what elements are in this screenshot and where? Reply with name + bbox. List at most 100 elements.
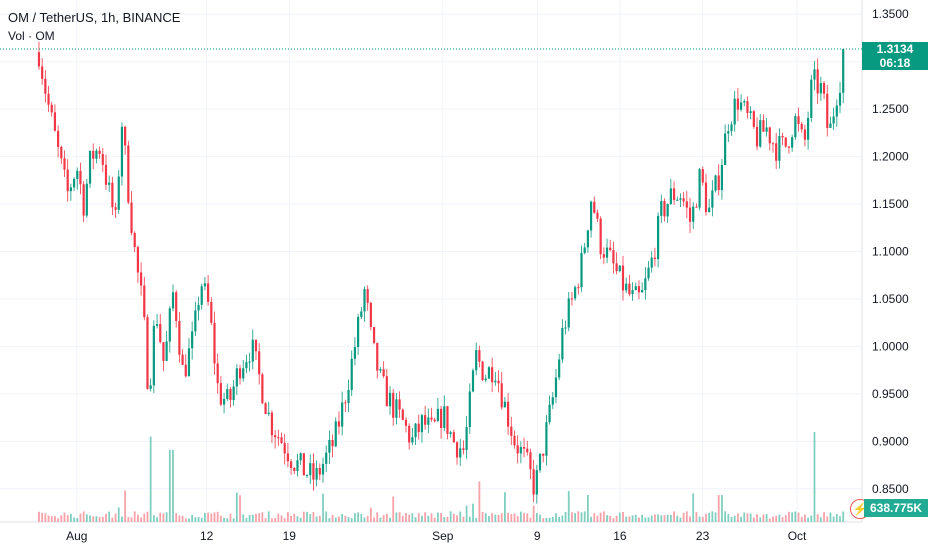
volume-bar bbox=[449, 511, 452, 522]
candle-body bbox=[382, 369, 385, 377]
x-tick-label: Oct bbox=[788, 529, 807, 543]
candle-body bbox=[143, 285, 146, 318]
volume-bar bbox=[823, 512, 825, 522]
volume-bar bbox=[114, 513, 117, 522]
volume-bar bbox=[752, 517, 755, 522]
candle-body bbox=[398, 399, 401, 410]
volume-bar bbox=[264, 518, 267, 522]
volume-bar bbox=[92, 516, 95, 522]
volume-bar bbox=[663, 515, 666, 522]
volume-bar bbox=[615, 515, 618, 522]
candle-body bbox=[487, 367, 491, 379]
volume-bar bbox=[427, 515, 430, 522]
volume-bar bbox=[172, 450, 174, 522]
volume-bar bbox=[545, 517, 548, 522]
candle-body bbox=[465, 427, 468, 450]
candle-body bbox=[232, 386, 235, 400]
candle-body bbox=[79, 170, 82, 185]
candle-body bbox=[835, 105, 838, 117]
candle-body bbox=[644, 278, 647, 291]
volume-bar bbox=[810, 515, 813, 522]
volume-bar bbox=[69, 513, 72, 522]
candle-body bbox=[701, 169, 704, 183]
volume-bar bbox=[788, 511, 790, 522]
volume-bar bbox=[647, 517, 650, 522]
volume-bar bbox=[440, 513, 442, 522]
candle-body bbox=[366, 289, 369, 303]
volume-bar bbox=[778, 514, 781, 522]
candle-body bbox=[149, 385, 152, 389]
candle-body bbox=[318, 468, 321, 475]
volume-bar bbox=[95, 516, 98, 522]
candle-body bbox=[500, 383, 503, 408]
volume-bar bbox=[408, 514, 411, 522]
volume-bar bbox=[733, 515, 736, 522]
volume-bar bbox=[599, 512, 602, 522]
candle-body bbox=[293, 467, 296, 471]
candle-body bbox=[283, 443, 286, 454]
volume-bar bbox=[331, 514, 334, 522]
candle-body bbox=[436, 408, 439, 422]
candle-body bbox=[666, 204, 669, 217]
candle-body bbox=[672, 188, 676, 201]
candle-body bbox=[679, 198, 682, 200]
last-volume-label: 638.775K bbox=[864, 499, 928, 517]
volume-bar bbox=[344, 515, 347, 522]
volume-bar bbox=[497, 514, 500, 522]
candle-body bbox=[159, 324, 162, 343]
candle-body bbox=[832, 116, 835, 124]
volume-bar bbox=[50, 516, 53, 522]
volume-bar bbox=[488, 515, 490, 522]
volume-bar bbox=[819, 517, 822, 522]
candle-body bbox=[583, 247, 586, 253]
candle-body bbox=[235, 368, 238, 387]
candle-body bbox=[430, 417, 433, 420]
volume-bar bbox=[89, 515, 91, 522]
candle-body bbox=[353, 347, 357, 359]
volume-bar bbox=[207, 512, 210, 522]
candle-body bbox=[647, 267, 650, 279]
last-price-value: 1.3134 bbox=[876, 41, 914, 56]
candle-body bbox=[226, 389, 229, 399]
volume-bar bbox=[574, 513, 577, 522]
candle-body bbox=[191, 331, 194, 349]
volume-bar bbox=[475, 518, 478, 522]
volume-bar bbox=[261, 512, 264, 522]
volume-bar bbox=[235, 492, 238, 522]
volume-bar bbox=[124, 490, 127, 522]
volume-bar bbox=[813, 432, 816, 522]
volume-bar bbox=[98, 516, 101, 522]
volume-bar bbox=[532, 505, 535, 522]
candle-body bbox=[813, 69, 816, 80]
volume-bar bbox=[184, 518, 187, 522]
volume-bar bbox=[293, 513, 296, 522]
volume-bar bbox=[47, 515, 50, 522]
volume-bar bbox=[239, 495, 241, 522]
candle-body bbox=[104, 164, 108, 185]
candle-body bbox=[513, 435, 516, 446]
volume-bar bbox=[571, 512, 573, 522]
candle-body bbox=[516, 445, 519, 454]
volume-bar bbox=[800, 516, 803, 522]
candle-body bbox=[216, 363, 219, 384]
candle-body bbox=[704, 182, 708, 213]
candle-body bbox=[92, 150, 95, 159]
volume-bar bbox=[561, 515, 564, 522]
candle-body bbox=[181, 354, 184, 365]
y-tick-label: 1.3500 bbox=[872, 7, 909, 21]
y-tick-label: 1.2500 bbox=[872, 102, 909, 116]
candle-body bbox=[538, 453, 542, 471]
volume-legend: Vol · OM bbox=[8, 29, 55, 43]
candle-body bbox=[599, 218, 602, 255]
candle-body bbox=[152, 325, 155, 386]
candle-body bbox=[609, 247, 612, 251]
volume-bar bbox=[178, 515, 181, 522]
candle-body bbox=[270, 412, 274, 436]
candle-body bbox=[414, 423, 417, 438]
candle-body bbox=[47, 93, 50, 105]
candle-body bbox=[258, 351, 261, 375]
volume-bar bbox=[137, 514, 139, 522]
candle-body bbox=[299, 453, 302, 461]
